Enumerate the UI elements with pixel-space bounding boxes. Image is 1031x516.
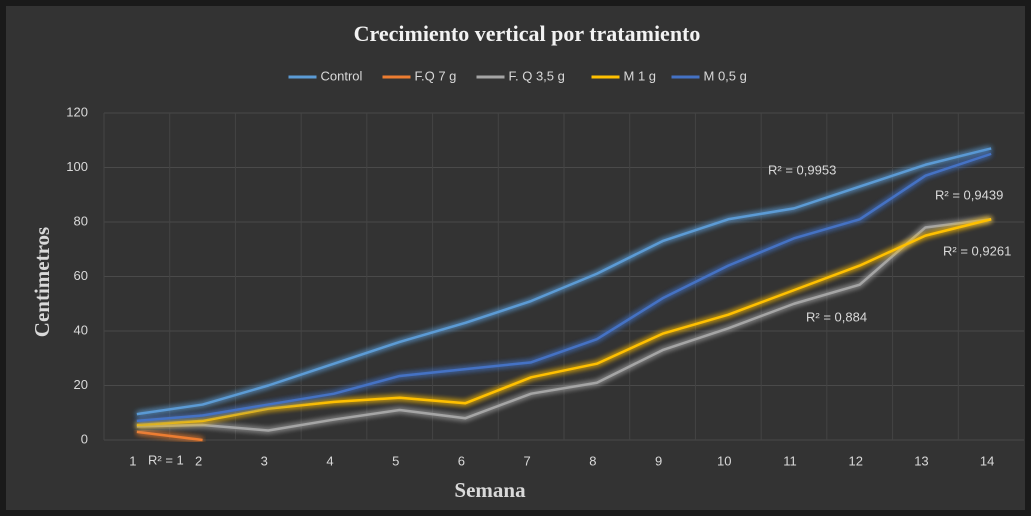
x-tick-label: 1 bbox=[129, 453, 136, 468]
chart-title: Crecimiento vertical por tratamiento bbox=[354, 21, 701, 46]
x-axis-title: Semana bbox=[454, 478, 526, 502]
legend-label: F.Q 7 g bbox=[415, 68, 457, 83]
legend-label: M 0,5 g bbox=[704, 68, 747, 83]
x-tick-label: 6 bbox=[458, 453, 465, 468]
y-tick-label: 120 bbox=[66, 104, 88, 119]
y-tick-label: 60 bbox=[74, 268, 88, 283]
annotation: R² = 0,884 bbox=[806, 309, 867, 324]
annotation: R² = 0,9261 bbox=[943, 243, 1011, 258]
x-tick-label: 3 bbox=[261, 453, 268, 468]
series-line bbox=[136, 218, 992, 432]
series-line bbox=[136, 430, 203, 442]
y-tick-label: 100 bbox=[66, 159, 88, 174]
legend-label: M 1 g bbox=[624, 68, 657, 83]
x-tick-label: 13 bbox=[914, 453, 928, 468]
x-tick-label: 2 bbox=[195, 453, 202, 468]
legend-label: Control bbox=[321, 68, 363, 83]
y-tick-label: 40 bbox=[74, 322, 88, 337]
x-tick-label: 9 bbox=[655, 453, 662, 468]
annotation: R² = 0,9953 bbox=[768, 162, 836, 177]
x-tick-label: 5 bbox=[392, 453, 399, 468]
y-tick-label: 80 bbox=[74, 213, 88, 228]
x-tick-label: 4 bbox=[326, 453, 333, 468]
x-tick-label: 7 bbox=[524, 453, 531, 468]
x-tick-label: 11 bbox=[783, 453, 797, 468]
x-tick-label: 8 bbox=[589, 453, 596, 468]
series-line bbox=[136, 152, 992, 423]
annotation: R² = 1 bbox=[148, 452, 184, 467]
y-tick-label: 0 bbox=[81, 431, 88, 446]
x-tick-label: 12 bbox=[848, 453, 862, 468]
legend-label: F. Q 3,5 g bbox=[509, 68, 565, 83]
annotation: R² = 0,9439 bbox=[935, 187, 1003, 202]
series-line bbox=[136, 218, 992, 427]
x-tick-label: 14 bbox=[980, 453, 994, 468]
y-axis-title: Centimetros bbox=[30, 227, 54, 337]
y-tick-label: 20 bbox=[74, 377, 88, 392]
series-line bbox=[136, 147, 992, 416]
x-tick-label: 10 bbox=[717, 453, 731, 468]
